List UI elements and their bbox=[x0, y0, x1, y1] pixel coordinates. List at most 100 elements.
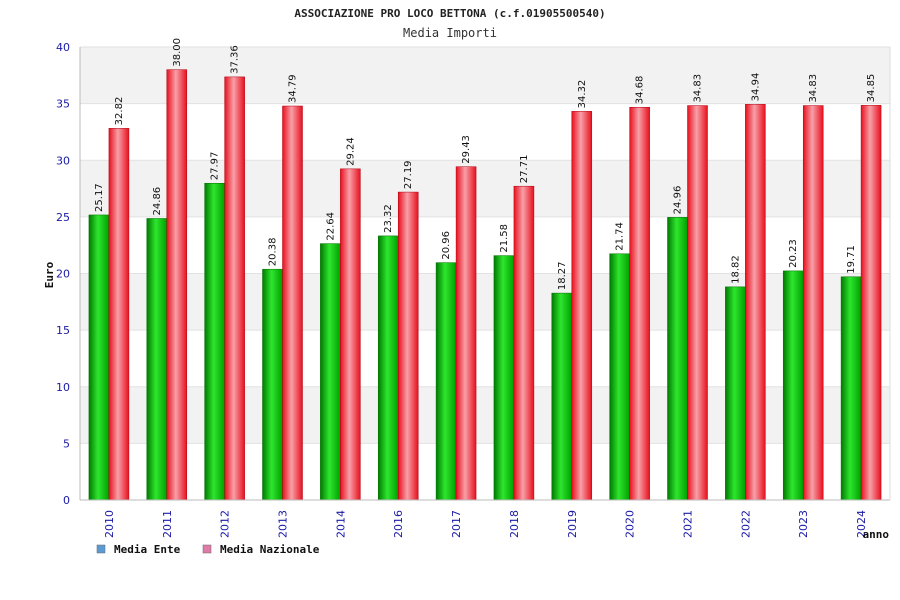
bar-media-ente-2014 bbox=[320, 243, 341, 501]
bar-media-nazionale-2024 bbox=[860, 105, 882, 501]
x-tick-label-2010: 2010 bbox=[103, 510, 116, 538]
data-label-media-ente-2018: 21.58 bbox=[499, 224, 510, 253]
bar-media-ente-2019 bbox=[551, 292, 573, 501]
data-label-media-nazionale-2010: 32.82 bbox=[114, 97, 125, 126]
data-label-media-nazionale-2017: 29.43 bbox=[461, 135, 472, 164]
bar-media-ente-2018 bbox=[493, 255, 515, 501]
bar-media-ente-2016 bbox=[377, 235, 399, 501]
data-label-media-ente-2022: 18.82 bbox=[730, 255, 741, 284]
data-label-media-ente-2010: 25.17 bbox=[94, 183, 105, 212]
x-tick-labels: 2010 2011 2012 2013 2014 2016 2017 2018 2019 2020… bbox=[103, 510, 868, 538]
grid-band bbox=[80, 160, 890, 217]
y-tick-label: 5 bbox=[63, 437, 70, 450]
legend: Media Ente Media Nazionale bbox=[96, 543, 320, 556]
bar-media-ente-2017 bbox=[435, 262, 457, 501]
data-label-media-ente-2011: 24.86 bbox=[152, 187, 163, 216]
x-axis-label: anno bbox=[863, 528, 890, 541]
bar-media-ente-2012 bbox=[204, 182, 225, 501]
x-tick-label-2018: 2018 bbox=[508, 510, 521, 538]
data-label-media-nazionale-2021: 34.83 bbox=[693, 74, 704, 103]
bar-media-nazionale-2017 bbox=[455, 166, 477, 501]
x-tick-label-2023: 2023 bbox=[797, 510, 810, 538]
bar-media-nazionale-2023 bbox=[802, 105, 824, 501]
bar-media-nazionale-2010 bbox=[108, 128, 130, 501]
data-label-media-nazionale-2018: 27.71 bbox=[519, 155, 530, 184]
x-tick-label-2024: 2024 bbox=[855, 510, 868, 538]
x-tick-label-2022: 2022 bbox=[739, 510, 752, 538]
legend-swatch-media-ente bbox=[96, 544, 106, 554]
grid-band bbox=[80, 273, 890, 331]
y-tick-label: 15 bbox=[56, 324, 70, 337]
data-label-media-ente-2014: 22.64 bbox=[325, 212, 336, 241]
y-tick-label: 30 bbox=[56, 154, 70, 167]
legend-label-media-nazionale: Media Nazionale bbox=[220, 543, 320, 556]
x-tick-label-2012: 2012 bbox=[219, 510, 232, 538]
data-label-media-ente-2021: 24.96 bbox=[673, 186, 684, 215]
x-tick-label-2014: 2014 bbox=[334, 510, 347, 538]
x-tick-label-2016: 2016 bbox=[392, 510, 405, 538]
bar-media-ente-2010 bbox=[88, 214, 110, 501]
data-label-media-nazionale-2012: 37.36 bbox=[230, 45, 241, 74]
legend-label-media-ente: Media Ente bbox=[114, 543, 181, 556]
value-labels: 25.17 32.82 24.86 38.00 27.97 37.36 20.38 34.79… bbox=[94, 38, 877, 290]
bar-media-nazionale-2012 bbox=[224, 76, 245, 501]
y-tick-label: 40 bbox=[56, 41, 70, 54]
y-axis-label: Euro bbox=[43, 261, 56, 288]
bar-media-ente-2022 bbox=[725, 286, 746, 501]
axes bbox=[79, 47, 891, 501]
bars bbox=[88, 69, 882, 501]
x-tick-label-2017: 2017 bbox=[450, 510, 463, 538]
bar-media-ente-2011 bbox=[146, 218, 168, 501]
bar-media-nazionale-2022 bbox=[745, 104, 766, 501]
grid-band bbox=[80, 47, 890, 104]
y-tick-labels: 0 5 10 15 20 25 30 35 40 bbox=[56, 41, 70, 507]
bar-media-nazionale-2014 bbox=[340, 168, 361, 501]
chart-subtitle: Media Importi bbox=[403, 26, 497, 40]
y-tick-label: 0 bbox=[63, 494, 70, 507]
data-label-media-ente-2024: 19.71 bbox=[846, 245, 857, 274]
grid-band bbox=[80, 330, 890, 387]
grid-band bbox=[80, 443, 890, 500]
data-label-media-ente-2012: 27.97 bbox=[210, 152, 221, 181]
bar-media-nazionale-2021 bbox=[687, 105, 708, 501]
data-label-media-nazionale-2014: 29.24 bbox=[345, 137, 356, 166]
data-label-media-ente-2019: 18.27 bbox=[557, 261, 568, 290]
data-label-media-nazionale-2016: 27.19 bbox=[403, 160, 414, 189]
data-label-media-nazionale-2023: 34.83 bbox=[808, 74, 819, 103]
bar-media-nazionale-2013 bbox=[282, 105, 303, 501]
data-label-media-ente-2023: 20.23 bbox=[788, 239, 799, 268]
data-label-media-ente-2020: 21.74 bbox=[615, 222, 626, 251]
y-tick-label: 20 bbox=[56, 268, 70, 281]
x-tick-label-2013: 2013 bbox=[277, 510, 290, 538]
chart-title: ASSOCIAZIONE PRO LOCO BETTONA (c.f.01905… bbox=[294, 7, 605, 20]
data-label-media-nazionale-2022: 34.94 bbox=[750, 73, 761, 102]
data-label-media-ente-2017: 20.96 bbox=[441, 231, 452, 260]
bar-media-ente-2021 bbox=[667, 217, 688, 501]
y-tick-label: 10 bbox=[56, 381, 70, 394]
grid-band bbox=[80, 216, 890, 274]
data-label-media-nazionale-2020: 34.68 bbox=[635, 76, 646, 105]
x-tick-label-2011: 2011 bbox=[161, 510, 174, 538]
bar-media-nazionale-2018 bbox=[513, 185, 535, 501]
bar-media-nazionale-2011 bbox=[166, 69, 188, 501]
data-label-media-ente-2016: 23.32 bbox=[383, 204, 394, 233]
bar-media-nazionale-2019 bbox=[571, 111, 593, 501]
data-label-media-nazionale-2013: 34.79 bbox=[288, 74, 299, 103]
bar-media-ente-2023 bbox=[782, 270, 804, 501]
bar-media-ente-2020 bbox=[609, 253, 630, 501]
grid-band bbox=[80, 386, 890, 444]
x-tick-label-2021: 2021 bbox=[682, 510, 695, 538]
x-tick-label-2020: 2020 bbox=[624, 510, 637, 538]
y-tick-label: 25 bbox=[56, 211, 70, 224]
data-label-media-ente-2013: 20.38 bbox=[268, 238, 279, 267]
bar-media-nazionale-2020 bbox=[629, 106, 650, 501]
data-label-media-nazionale-2024: 34.85 bbox=[866, 74, 877, 103]
y-tick-label: 35 bbox=[56, 98, 70, 111]
grid-band bbox=[80, 103, 890, 161]
bar-media-ente-2024 bbox=[840, 276, 862, 501]
data-label-media-nazionale-2011: 38.00 bbox=[172, 38, 183, 67]
bar-media-nazionale-2016 bbox=[397, 191, 419, 501]
legend-swatch-media-nazionale bbox=[202, 544, 212, 554]
bar-media-ente-2013 bbox=[262, 268, 283, 501]
